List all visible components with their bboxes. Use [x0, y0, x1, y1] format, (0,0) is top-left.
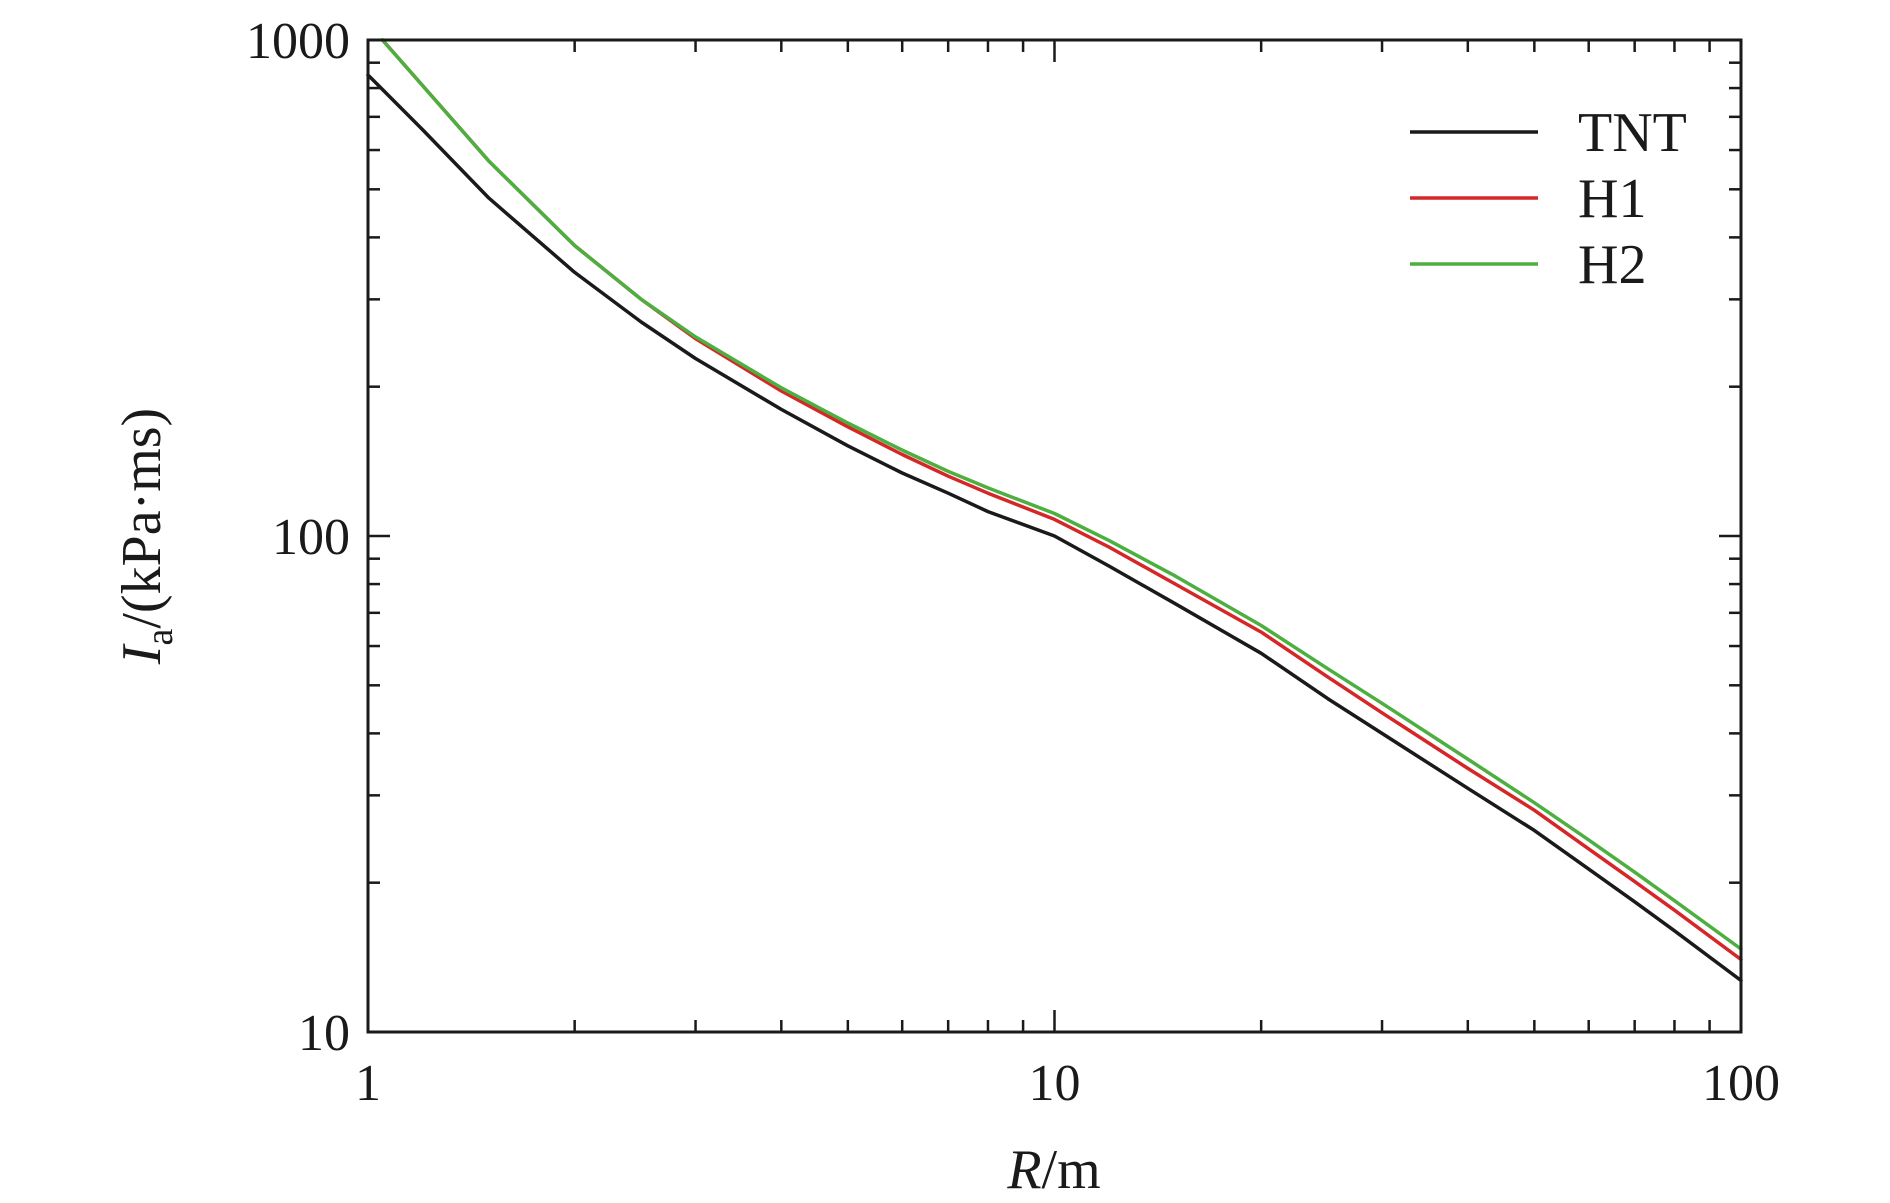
y-tick-label: 10 — [298, 1005, 350, 1062]
series-line-h2 — [380, 38, 1743, 951]
x-tick-label: 10 — [1029, 1055, 1081, 1112]
x-tick-label: 100 — [1702, 1055, 1780, 1112]
series-line-tnt — [366, 73, 1743, 983]
y-tick-label: 100 — [272, 509, 350, 566]
legend-label-tnt: TNT — [1578, 102, 1687, 164]
legend-label-h2: H2 — [1578, 234, 1646, 296]
legend-label-h1: H1 — [1578, 168, 1646, 230]
series-layer — [366, 38, 1743, 983]
plot-frame — [366, 38, 1743, 1034]
y-axis-title: Ia/(kPa·ms) — [111, 408, 181, 665]
x-tick-label: 1 — [355, 1055, 381, 1112]
y-tick-label: 1000 — [246, 13, 350, 70]
x-axis-title: R/m — [1006, 1139, 1100, 1201]
series-line-h1 — [380, 38, 1743, 962]
